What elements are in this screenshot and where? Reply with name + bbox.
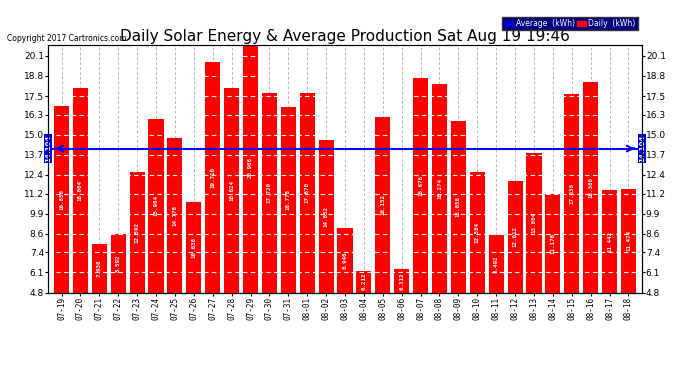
Text: 15.858: 15.858 <box>456 196 461 217</box>
Text: 6.312: 6.312 <box>400 272 404 290</box>
Text: 8.492: 8.492 <box>493 255 499 273</box>
Title: Daily Solar Energy & Average Production Sat Aug 19 19:46: Daily Solar Energy & Average Production … <box>120 29 570 44</box>
Text: 16.152: 16.152 <box>380 194 385 215</box>
Bar <box>375 117 391 292</box>
Text: Copyright 2017 Cartronics.com: Copyright 2017 Cartronics.com <box>7 33 126 42</box>
Bar <box>602 190 617 292</box>
Text: 13.804: 13.804 <box>531 212 537 233</box>
Bar <box>92 244 107 292</box>
Bar <box>281 107 296 292</box>
Bar <box>168 138 182 292</box>
Bar <box>337 228 353 292</box>
Text: 17.720: 17.720 <box>267 182 272 203</box>
Bar <box>621 189 636 292</box>
Bar <box>148 120 164 292</box>
Text: 16.778: 16.778 <box>286 189 290 210</box>
Bar <box>451 122 466 292</box>
Text: 8.592: 8.592 <box>116 254 121 272</box>
Text: 16.856: 16.856 <box>59 189 64 210</box>
Bar <box>224 88 239 292</box>
Text: 17.636: 17.636 <box>569 183 574 204</box>
Bar <box>54 106 69 292</box>
Text: 19.710: 19.710 <box>210 166 215 188</box>
Text: 18.274: 18.274 <box>437 178 442 199</box>
Text: 10.638: 10.638 <box>191 237 197 258</box>
Bar <box>73 88 88 292</box>
Text: 12.584: 12.584 <box>475 222 480 243</box>
Bar <box>508 181 522 292</box>
Legend: Average  (kWh), Daily  (kWh): Average (kWh), Daily (kWh) <box>502 16 638 30</box>
Text: 12.012: 12.012 <box>513 226 518 247</box>
Text: 15.984: 15.984 <box>153 195 159 216</box>
Bar <box>205 62 220 292</box>
Text: 18.678: 18.678 <box>418 175 423 196</box>
Bar <box>110 234 126 292</box>
Text: 11.176: 11.176 <box>551 232 555 254</box>
Text: 18.024: 18.024 <box>229 180 234 201</box>
Text: 14.104: 14.104 <box>639 135 645 162</box>
Bar <box>130 172 145 292</box>
Bar <box>299 93 315 292</box>
Text: 14.778: 14.778 <box>172 205 177 226</box>
Bar <box>262 93 277 292</box>
Text: 14.652: 14.652 <box>324 206 328 227</box>
Bar <box>319 140 334 292</box>
Bar <box>545 194 560 292</box>
Bar <box>564 94 580 292</box>
Bar <box>394 269 409 292</box>
Text: 6.212: 6.212 <box>362 273 366 290</box>
Bar <box>243 42 258 292</box>
Bar <box>432 84 447 292</box>
Bar <box>526 153 542 292</box>
Bar <box>186 202 201 292</box>
Text: 18.004: 18.004 <box>78 180 83 201</box>
Bar <box>470 172 485 292</box>
Bar <box>413 78 428 292</box>
Bar <box>583 82 598 292</box>
Text: 8.946: 8.946 <box>342 252 348 269</box>
Text: 12.592: 12.592 <box>135 222 139 243</box>
Bar <box>356 271 371 292</box>
Text: 14.104: 14.104 <box>45 135 51 162</box>
Text: 20.966: 20.966 <box>248 157 253 178</box>
Text: 18.380: 18.380 <box>588 177 593 198</box>
Text: 17.670: 17.670 <box>305 183 310 204</box>
Text: 7.936: 7.936 <box>97 260 102 277</box>
Text: 11.474: 11.474 <box>626 230 631 251</box>
Bar <box>489 236 504 292</box>
Text: 11.442: 11.442 <box>607 231 612 252</box>
